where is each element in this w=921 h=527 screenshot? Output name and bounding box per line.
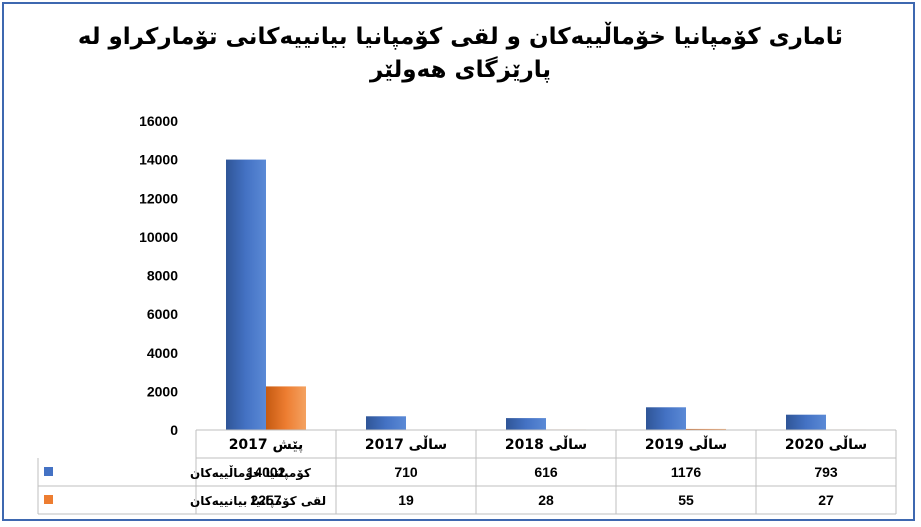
bar-0-0 xyxy=(226,159,266,431)
data-label-0-0: 14002 xyxy=(247,464,286,480)
chart-title-line-2: پارێزگای هەولێر xyxy=(369,57,552,83)
x-tick-label: ساڵی 2018 xyxy=(505,435,587,453)
x-tick-label: پێش 2017 xyxy=(229,437,304,453)
y-tick-label: 16000 xyxy=(139,113,178,129)
data-label-1-1: 19 xyxy=(398,492,414,508)
y-tick-label: 6000 xyxy=(147,306,178,322)
y-tick-label: 10000 xyxy=(139,229,178,245)
legend-swatch-0 xyxy=(44,467,53,476)
bar-1-0 xyxy=(266,386,306,430)
y-tick-label: 2000 xyxy=(147,383,178,399)
bar-0-2 xyxy=(506,418,546,430)
chart-title-line-1: ئاماری کۆمپانیا خۆماڵییەکان و لقی کۆمپان… xyxy=(77,24,844,50)
y-tick-label: 14000 xyxy=(139,152,178,168)
data-label-0-3: 1176 xyxy=(671,464,702,480)
data-label-1-0: 2257 xyxy=(250,492,281,508)
y-tick-label: 12000 xyxy=(139,190,178,206)
y-tick-label: 8000 xyxy=(147,268,178,284)
bar-0-1 xyxy=(366,416,406,430)
y-tick-label: 0 xyxy=(170,422,178,438)
legend-swatch-1 xyxy=(44,495,53,504)
data-label-0-2: 616 xyxy=(534,464,558,480)
legend-label-1: لقی کۆمپانیا بیانییەکان xyxy=(190,494,326,509)
bar-0-3 xyxy=(646,407,686,430)
data-label-1-2: 28 xyxy=(538,492,554,508)
bar-0-4 xyxy=(786,414,826,430)
x-tick-label: ساڵی 2020 xyxy=(785,435,867,453)
data-label-0-1: 710 xyxy=(394,464,418,480)
chart-frame xyxy=(2,2,915,521)
y-tick-label: 4000 xyxy=(147,345,178,361)
bar-1-3 xyxy=(686,428,726,430)
data-label-1-4: 27 xyxy=(818,492,834,508)
x-tick-label: ساڵی 2017 xyxy=(365,435,447,453)
data-label-1-3: 55 xyxy=(678,492,694,508)
x-tick-label: ساڵی 2019 xyxy=(645,435,727,453)
data-label-0-4: 793 xyxy=(814,464,838,480)
legend-label-0: کۆمپانیا خۆماڵییەکان xyxy=(190,465,311,481)
